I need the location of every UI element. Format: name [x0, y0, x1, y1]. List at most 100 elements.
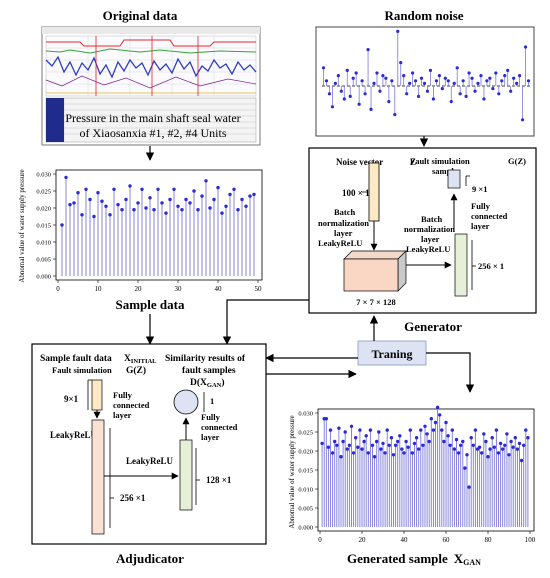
adjudicator-title: Adjudicator — [116, 551, 184, 566]
noise-point — [360, 79, 364, 83]
data-point — [469, 436, 473, 440]
gen-bn2-label-2: normalization — [404, 224, 455, 234]
gen-batch-label-3: layer — [334, 228, 353, 238]
data-point — [461, 439, 465, 444]
adj-leaky2-label: LeakyReLU — [126, 456, 174, 466]
noise-point — [482, 97, 486, 101]
data-point — [370, 443, 375, 447]
data-point — [440, 428, 444, 432]
data-point — [368, 428, 373, 432]
data-point — [484, 439, 488, 444]
data-point — [473, 428, 478, 432]
data-point — [252, 192, 256, 197]
noise-point — [327, 92, 332, 96]
data-point — [339, 455, 343, 459]
noise-point — [523, 45, 528, 49]
original-data-caption-line1: Pressure in the main shaft seal water — [65, 111, 240, 125]
noise-point — [381, 74, 385, 78]
chart-frame — [55, 169, 263, 281]
data-point — [80, 213, 84, 217]
x-tick-label: 100 — [525, 536, 536, 544]
data-point — [467, 485, 471, 489]
data-point — [92, 214, 96, 219]
data-point — [465, 453, 469, 457]
noise-point — [384, 76, 388, 80]
adj-fault-sim-label: Fault simulation — [52, 365, 112, 375]
data-point — [522, 443, 526, 447]
fault-sim-label-2: sample — [432, 166, 458, 176]
noise-point — [405, 92, 409, 96]
random-noise-frame — [315, 26, 535, 137]
adj-dim-128-label: 128 ×1 — [206, 475, 232, 485]
data-point — [452, 447, 457, 451]
original-data-image — [41, 26, 261, 146]
data-point — [208, 206, 212, 210]
data-point — [220, 211, 224, 215]
data-point — [366, 451, 370, 455]
data-point — [389, 436, 394, 440]
data-point — [200, 194, 204, 198]
noise-point — [440, 87, 444, 91]
training-label: Traning — [371, 347, 412, 361]
data-point — [421, 443, 425, 447]
gen-batch-label-2: normalization — [318, 218, 369, 228]
data-point — [396, 439, 400, 444]
random-noise-title: Random noise — [384, 8, 463, 23]
noise-point — [520, 118, 525, 122]
feature-cube — [343, 250, 407, 292]
data-point — [509, 439, 513, 444]
data-point — [505, 432, 509, 436]
noise-point — [396, 29, 400, 33]
generated-ylabel: Abnomal value of water supply pressure — [288, 415, 296, 528]
training-box — [357, 340, 427, 366]
data-point — [104, 204, 108, 208]
data-point — [335, 443, 339, 447]
data-point — [345, 447, 349, 451]
data-point — [450, 428, 454, 432]
noise-point — [414, 79, 418, 83]
data-point — [176, 204, 180, 208]
adj-fc-label-6: layer — [201, 432, 220, 442]
data-point — [144, 206, 148, 210]
adj-fc-label-2: connected — [113, 400, 150, 410]
adj-dim-256-label: 256 ×1 — [120, 493, 146, 503]
x-tick-label: 40 — [401, 536, 409, 544]
y-tick-label: 0.025 — [36, 189, 51, 196]
x-tick-label: 10 — [95, 285, 103, 293]
data-point — [324, 417, 328, 421]
data-point — [224, 204, 228, 208]
d-x-label: D(XGAN) — [190, 377, 225, 389]
data-point — [148, 196, 152, 200]
x-tick-label: 30 — [175, 285, 183, 293]
noise-point — [411, 71, 415, 75]
adj-fc-label-5: connected — [201, 422, 238, 432]
noise-point — [363, 92, 367, 96]
noise-point — [378, 89, 382, 93]
data-point — [406, 445, 410, 449]
data-point — [168, 197, 172, 202]
data-point — [236, 208, 240, 212]
arrow-generator-to-adjudicator — [222, 299, 309, 345]
noise-point — [399, 61, 403, 65]
data-point — [76, 191, 80, 195]
gen-fc-label-2: connected — [471, 211, 508, 221]
data-point — [377, 430, 381, 434]
data-point — [88, 197, 92, 202]
data-point — [503, 443, 507, 447]
data-point — [404, 439, 408, 444]
noise-point — [473, 89, 477, 93]
data-point — [184, 197, 188, 202]
data-point — [337, 426, 341, 430]
noise-vector-label: Noise vector — [336, 157, 383, 167]
noise-point — [458, 92, 462, 96]
adjudicator-box — [31, 343, 267, 545]
noise-point — [512, 76, 516, 80]
data-point — [471, 443, 475, 447]
data-point — [442, 439, 446, 444]
data-point — [341, 439, 345, 444]
data-point — [387, 443, 391, 447]
data-point — [444, 420, 448, 425]
y-tick-label: 0.005 — [298, 506, 313, 513]
data-point — [68, 202, 72, 207]
